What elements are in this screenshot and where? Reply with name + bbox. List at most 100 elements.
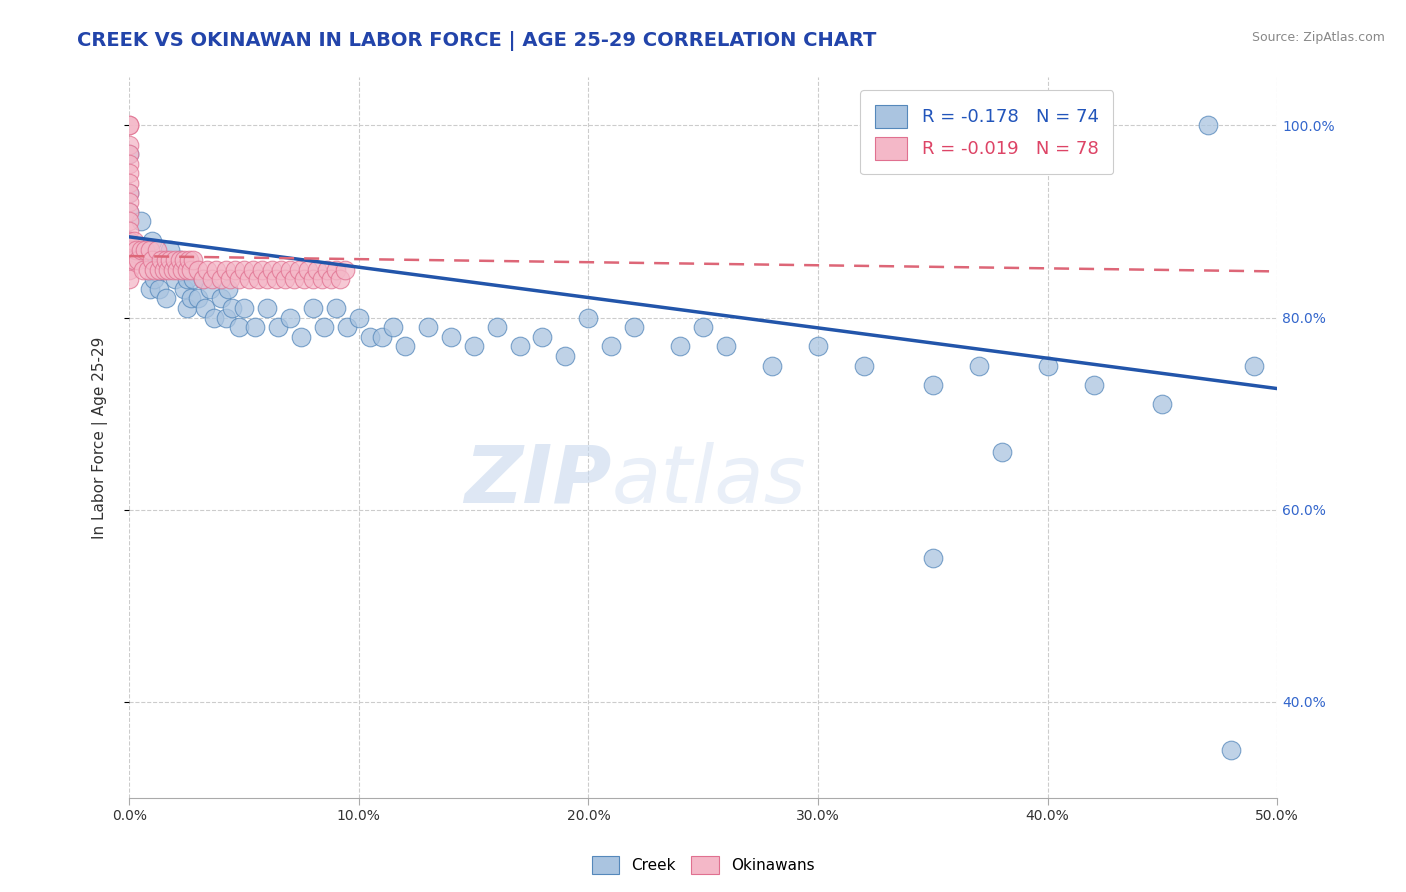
- Point: [264, 272, 287, 286]
- Point: [394, 339, 416, 353]
- Point: [463, 339, 485, 353]
- Point: [205, 262, 228, 277]
- Point: [118, 157, 141, 171]
- Point: [252, 262, 274, 277]
- Point: [260, 262, 283, 277]
- Point: [118, 205, 141, 219]
- Point: [1243, 359, 1265, 373]
- Text: CREEK VS OKINAWAN IN LABOR FORCE | AGE 25-29 CORRELATION CHART: CREEK VS OKINAWAN IN LABOR FORCE | AGE 2…: [77, 31, 877, 51]
- Text: Source: ZipAtlas.com: Source: ZipAtlas.com: [1251, 31, 1385, 45]
- Point: [416, 320, 439, 334]
- Point: [256, 301, 278, 315]
- Point: [485, 320, 508, 334]
- Point: [921, 550, 943, 565]
- Point: [127, 252, 149, 267]
- Point: [314, 320, 336, 334]
- Point: [118, 252, 141, 267]
- Point: [143, 262, 166, 277]
- Point: [165, 272, 187, 286]
- Point: [807, 339, 830, 353]
- Point: [155, 252, 177, 267]
- Point: [169, 252, 191, 267]
- Point: [267, 320, 290, 334]
- Point: [134, 244, 156, 258]
- Point: [692, 320, 714, 334]
- Point: [623, 320, 645, 334]
- Point: [576, 310, 599, 325]
- Point: [921, 377, 943, 392]
- Point: [118, 252, 141, 267]
- Point: [1036, 359, 1059, 373]
- Point: [183, 272, 205, 286]
- Point: [162, 262, 184, 277]
- Point: [714, 339, 737, 353]
- Point: [176, 301, 198, 315]
- Point: [118, 272, 141, 286]
- Point: [122, 252, 145, 267]
- Point: [118, 234, 141, 248]
- Point: [292, 272, 315, 286]
- Point: [214, 310, 236, 325]
- Point: [1152, 397, 1174, 411]
- Point: [136, 262, 159, 277]
- Point: [165, 252, 187, 267]
- Point: [155, 291, 177, 305]
- Point: [242, 262, 264, 277]
- Point: [180, 262, 202, 277]
- Point: [359, 329, 381, 343]
- Point: [321, 272, 343, 286]
- Point: [302, 272, 325, 286]
- Point: [270, 262, 292, 277]
- Legend: Creek, Okinawans: Creek, Okinawans: [585, 850, 821, 880]
- Point: [201, 272, 224, 286]
- Point: [118, 176, 141, 190]
- Point: [194, 301, 217, 315]
- Point: [118, 186, 141, 200]
- Point: [283, 272, 305, 286]
- Point: [325, 301, 347, 315]
- Point: [148, 282, 170, 296]
- Point: [148, 262, 170, 277]
- Point: [176, 272, 198, 286]
- Point: [166, 262, 188, 277]
- Point: [600, 339, 623, 353]
- Point: [191, 272, 214, 286]
- Point: [150, 252, 173, 267]
- Point: [209, 291, 232, 305]
- Point: [256, 272, 278, 286]
- Point: [1197, 119, 1219, 133]
- Point: [228, 320, 250, 334]
- Point: [159, 252, 181, 267]
- Point: [219, 272, 242, 286]
- Point: [288, 262, 311, 277]
- Point: [183, 252, 205, 267]
- Point: [297, 262, 319, 277]
- Point: [440, 329, 463, 343]
- Point: [990, 445, 1012, 459]
- Point: [554, 349, 576, 363]
- Point: [118, 166, 141, 180]
- Point: [118, 214, 141, 228]
- Point: [118, 119, 141, 133]
- Point: [177, 252, 200, 267]
- Point: [1083, 377, 1105, 392]
- Point: [307, 262, 329, 277]
- Point: [315, 262, 337, 277]
- Point: [202, 310, 225, 325]
- Point: [669, 339, 692, 353]
- Point: [246, 272, 269, 286]
- Point: [217, 282, 239, 296]
- Text: atlas: atlas: [612, 442, 806, 520]
- Point: [233, 262, 256, 277]
- Point: [382, 320, 405, 334]
- Point: [509, 339, 531, 353]
- Point: [118, 186, 141, 200]
- Text: ZIP: ZIP: [464, 442, 612, 520]
- Point: [132, 262, 155, 277]
- Point: [1220, 742, 1243, 756]
- Point: [152, 262, 174, 277]
- Point: [173, 252, 195, 267]
- Point: [274, 272, 297, 286]
- Point: [302, 301, 325, 315]
- Point: [245, 320, 267, 334]
